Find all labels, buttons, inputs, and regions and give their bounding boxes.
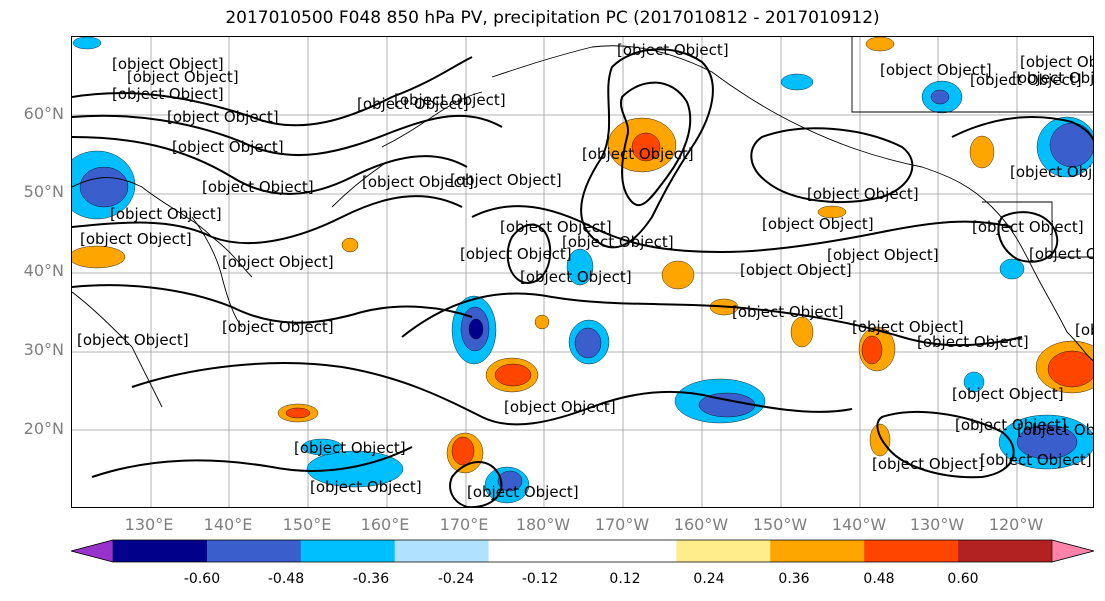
lon-label-160e: 160°E — [360, 515, 410, 534]
map-canvas: [object Object] [object Object] [object … — [72, 37, 1094, 507]
colorbar-tick: -0.36 — [352, 571, 390, 587]
gridlines — [72, 37, 1093, 507]
lat-label-60n: 60°N — [23, 104, 64, 123]
precipitation-shading — [72, 37, 1093, 504]
contour-label: [object Object] — [917, 333, 1029, 351]
contour-label: [object Object] — [362, 173, 474, 191]
contour-label: [object Object] — [972, 218, 1084, 236]
contour-label: [object Object] — [310, 478, 422, 496]
lon-label-150w: 150°W — [752, 515, 808, 534]
contour-label: [object Object] — [467, 483, 579, 501]
contour-label: [object Object] — [112, 85, 224, 103]
coastlines — [72, 37, 1093, 408]
contour-label: [object Object] — [112, 55, 224, 73]
lon-label-170w: 170°W — [594, 515, 650, 534]
colorbar-extend-high — [1051, 539, 1094, 563]
lon-label-150e: 150°E — [282, 515, 332, 534]
contour-label: [object Object] — [222, 318, 334, 336]
colorbar-tick: -0.60 — [183, 571, 221, 587]
colorbar — [71, 539, 1094, 563]
contour-label: [object Object] — [110, 205, 222, 223]
lat-label-30n: 30°N — [23, 340, 64, 359]
contour-label: [object Object] — [1075, 321, 1094, 339]
colorbar-segment — [300, 540, 396, 562]
contour-label: [object Object] — [357, 95, 469, 113]
contour-labels: [object Object] [object Object] [object … — [77, 41, 1094, 501]
contour-label: [object Object] — [80, 230, 192, 248]
colorbar-segment — [206, 540, 302, 562]
colorbar-extend-low — [71, 539, 114, 563]
colorbar-tick: -0.12 — [521, 571, 559, 587]
contour-label: [object Object] — [77, 331, 189, 349]
contour-label: [object Object] — [762, 215, 874, 233]
chart-title: 2017010500 F048 850 hPa PV, precipitatio… — [225, 8, 880, 28]
contour-label: [object Object] — [500, 218, 612, 236]
colorbar-tick: 0.12 — [609, 571, 641, 587]
contour-label: [object Object] — [127, 68, 239, 86]
lon-label-170e: 170°E — [439, 515, 489, 534]
colorbar-tick: 0.48 — [863, 571, 895, 587]
lon-label-140e: 140°E — [203, 515, 253, 534]
colorbar-tick: 0.24 — [693, 571, 725, 587]
colorbar-segments — [71, 539, 1094, 563]
contour-label: [object Object] — [294, 439, 406, 457]
colorbar-segment — [394, 540, 490, 562]
lon-label-180w: 180°W — [515, 515, 571, 534]
contour-label: [object Object] — [1029, 245, 1094, 263]
contour-label: [object Object] — [167, 108, 279, 126]
contour-label: [object Object] — [970, 71, 1082, 89]
lon-label-130e: 130°E — [124, 515, 174, 534]
contour-label: [object Object] — [562, 233, 674, 251]
contour-label: [object Object] — [617, 41, 729, 59]
contour-label: [object Object] — [852, 318, 964, 336]
contour-label: [object Object] — [807, 185, 919, 203]
contour-label: [object Object] — [740, 261, 852, 279]
colorbar-segment — [958, 540, 1053, 562]
map-panel: [object Object] [object Object] [object … — [71, 36, 1094, 508]
colorbar-outline — [71, 539, 1094, 563]
lon-label-160w: 160°W — [673, 515, 729, 534]
contour-label: [object Object] — [202, 178, 314, 196]
colorbar-segment — [770, 540, 865, 562]
colorbar-segment — [113, 540, 208, 562]
contour-label: [object Object] — [394, 91, 506, 109]
colorbar-tick: -0.48 — [267, 571, 305, 587]
contour-label: [object Object] — [1017, 421, 1094, 439]
contour-label: [object Object] — [872, 455, 984, 473]
colorbar-segment — [676, 540, 771, 562]
contour-label: [object Object] — [880, 61, 992, 79]
contour-label: [object Object] — [520, 268, 632, 286]
contour-label: [object Object] — [222, 253, 334, 271]
contour-label: [object Object] — [450, 171, 562, 189]
contour-label: [object Object] — [827, 246, 939, 264]
colorbar-segment — [582, 540, 677, 562]
contour-label: [object Object] — [1012, 69, 1094, 87]
colorbar-tick: 0.36 — [778, 571, 810, 587]
lon-label-140w: 140°W — [831, 515, 887, 534]
contour-label: [object Object] — [460, 245, 572, 263]
colorbar-tick: -0.24 — [437, 571, 475, 587]
lat-label-50n: 50°N — [23, 182, 64, 201]
contour-label: [object Object] — [1010, 163, 1094, 181]
contour-label: [object Object] — [504, 398, 616, 416]
colorbar-segment — [864, 540, 959, 562]
lat-label-20n: 20°N — [23, 419, 64, 438]
colorbar-tick: 0.60 — [947, 571, 979, 587]
contour-label: [object Object] — [955, 416, 1067, 434]
lat-label-40n: 40°N — [23, 261, 64, 280]
lon-label-120w: 120°W — [988, 515, 1044, 534]
contour-label: [object Object] — [582, 145, 694, 163]
lon-label-130w: 130°W — [909, 515, 965, 534]
colorbar-segment — [488, 540, 583, 562]
pv-contours — [72, 48, 1093, 507]
contour-label: [object Object] — [952, 385, 1064, 403]
contour-label: [object Object] — [1020, 53, 1094, 71]
contour-label: [object Object] — [732, 303, 844, 321]
contour-label: [object Object] — [980, 451, 1092, 469]
contour-label: [object Object] — [172, 138, 284, 156]
